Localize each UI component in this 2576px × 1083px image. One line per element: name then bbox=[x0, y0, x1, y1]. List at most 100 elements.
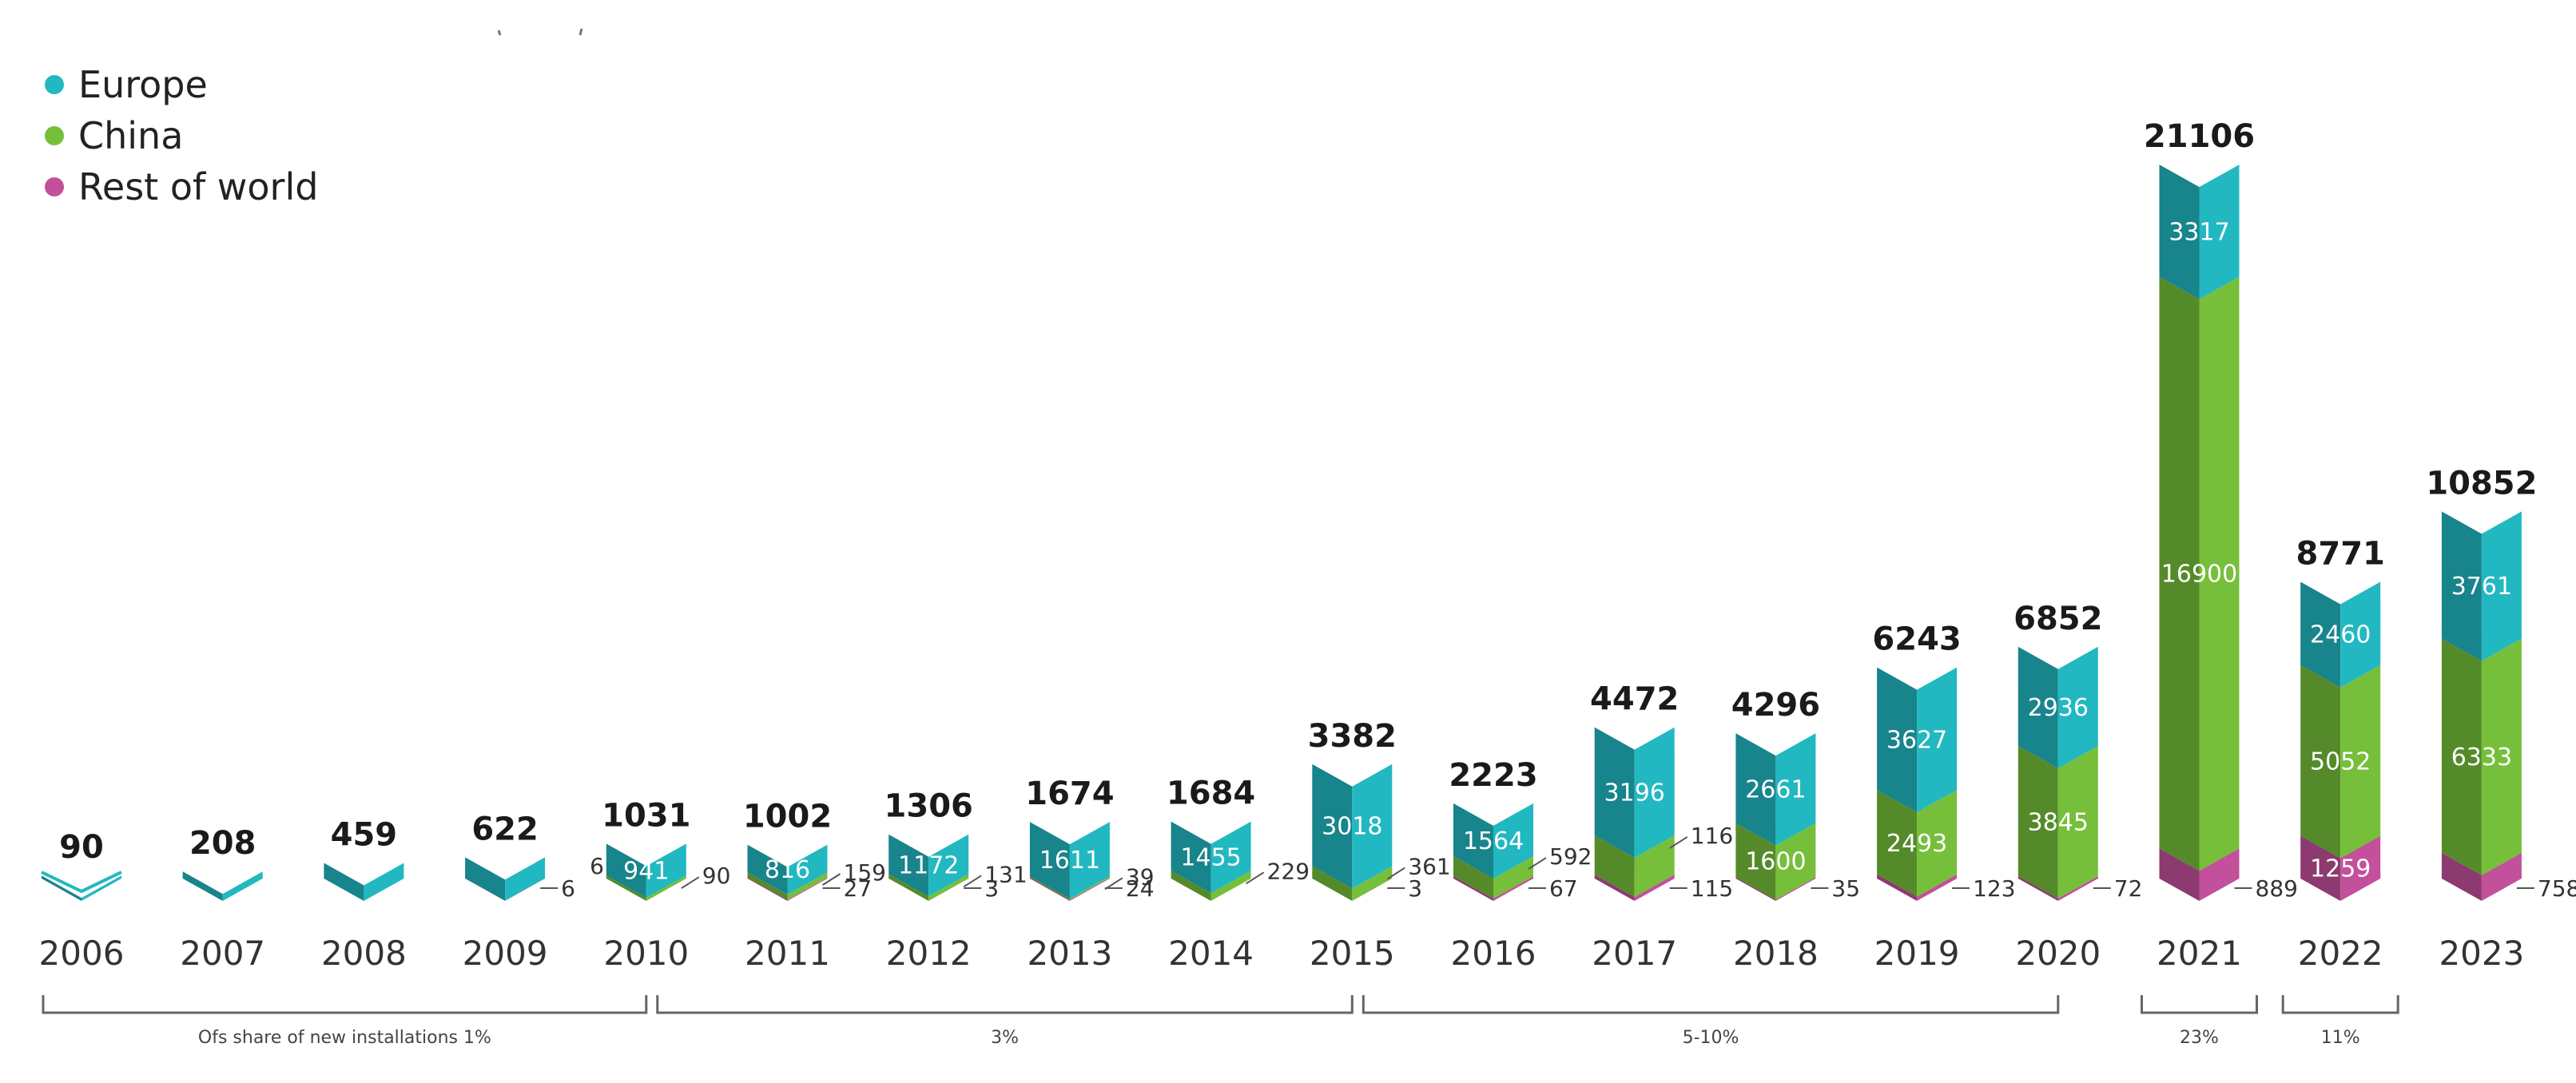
data-label-rest-of-world-2009: 6 bbox=[590, 853, 604, 879]
bar-china-2019-left bbox=[1877, 790, 1918, 897]
bar-china-2010 bbox=[646, 875, 686, 901]
bar-china-2012 bbox=[928, 874, 969, 901]
leader-china-2013 bbox=[1104, 877, 1123, 891]
x-tick-label-2015: 2015 bbox=[1310, 934, 1395, 973]
legend-swatch-europe bbox=[45, 75, 64, 94]
bar-europe-2013 bbox=[1069, 822, 1110, 899]
x-tick-label-2013: 2013 bbox=[1027, 934, 1112, 973]
bar-china-2014 bbox=[1210, 871, 1251, 901]
bar-china-2022-left bbox=[2300, 664, 2341, 859]
data-label-rest-of-world-2012: 3 bbox=[984, 875, 999, 902]
x-tick-label-2014: 2014 bbox=[1168, 934, 1254, 973]
data-label-rest-of-world-2022: 1259 bbox=[2310, 855, 2371, 883]
bar-china-2021-left bbox=[2159, 276, 2200, 871]
bar-europe-2023 bbox=[2481, 511, 2522, 661]
bar-rest-of-world-2015-left bbox=[1312, 878, 1353, 901]
bar-europe-2013-left bbox=[1029, 822, 1070, 899]
data-label-rest-of-world-2023: 758 bbox=[2538, 875, 2576, 902]
bar-rest-of-world-2021-left bbox=[2159, 848, 2200, 901]
data-label-rest-of-world-2018: 35 bbox=[1831, 875, 1860, 902]
x-tick-label-2022: 2022 bbox=[2298, 934, 2383, 973]
bar-china-2016-left bbox=[1453, 856, 1493, 899]
legend-label-rest-of-world: Rest of world bbox=[78, 165, 319, 208]
bar-europe-2020-left bbox=[2017, 646, 2058, 769]
data-label-china-2012: 131 bbox=[984, 861, 1027, 887]
bar-china-2018 bbox=[1775, 823, 1816, 900]
bar-europe-2014-left bbox=[1171, 821, 1211, 894]
bar-china-2023-left bbox=[2441, 638, 2482, 875]
data-label-europe-2019: 3627 bbox=[1886, 726, 1947, 754]
total-label-2021: 21106 bbox=[2144, 118, 2255, 155]
bar-europe-2022-left bbox=[2300, 581, 2341, 688]
data-label-europe-2011: 816 bbox=[765, 856, 810, 884]
bar-rest-of-world-2019 bbox=[1917, 874, 1958, 901]
data-label-china-2015: 361 bbox=[1408, 854, 1450, 880]
bar-rest-of-world-2009-left bbox=[465, 878, 506, 901]
bar-europe-2014 bbox=[1210, 821, 1251, 894]
bar-china-2020 bbox=[2057, 746, 2098, 899]
bar-rest-of-world-2018-left bbox=[1735, 877, 1776, 901]
leader-china-2017 bbox=[1669, 836, 1688, 849]
bar-china-2023 bbox=[2481, 638, 2522, 875]
bar-china-2012-left bbox=[888, 874, 929, 901]
legend: Europe China Rest of world bbox=[45, 59, 318, 212]
x-tick-label-2018: 2018 bbox=[1733, 934, 1819, 973]
data-label-china-2013: 39 bbox=[1126, 863, 1155, 890]
bar-rest-of-world-2016-left bbox=[1453, 876, 1493, 901]
total-label-2010: 1031 bbox=[602, 797, 690, 834]
bar-europe-2007 bbox=[222, 871, 263, 901]
data-label-china-2010: 90 bbox=[702, 863, 731, 889]
data-label-china-2023: 6333 bbox=[2451, 744, 2512, 772]
period-bracket-2 bbox=[1362, 995, 2060, 1014]
total-label-2017: 4472 bbox=[1590, 681, 1679, 718]
bar-europe-2015 bbox=[1352, 764, 1393, 889]
bar-europe-2008-left bbox=[324, 863, 364, 901]
period-label-2: 5-10% bbox=[1683, 1028, 1739, 1048]
bar-rest-of-world-2023 bbox=[2481, 852, 2522, 901]
bar-europe-2010-left bbox=[606, 843, 646, 899]
period-label-1: 3% bbox=[991, 1028, 1019, 1048]
data-label-rest-of-world-2020: 72 bbox=[2114, 875, 2143, 902]
data-label-europe-2017: 3196 bbox=[1604, 779, 1665, 807]
bar-rest-of-world-2022-left bbox=[2300, 835, 2341, 901]
bar-europe-2012 bbox=[928, 834, 969, 897]
bar-rest-of-world-2020-left bbox=[2017, 875, 2058, 901]
x-tick-label-2012: 2012 bbox=[886, 934, 972, 973]
legend-item-china: China bbox=[45, 110, 318, 161]
bar-europe-2016 bbox=[1493, 803, 1533, 879]
bar-europe-2016-left bbox=[1453, 803, 1493, 879]
leader-china-2012 bbox=[963, 875, 982, 888]
bar-europe-2017 bbox=[1634, 727, 1675, 858]
bar-china-2017-left bbox=[1594, 835, 1635, 898]
x-tick-label-2008: 2008 bbox=[321, 934, 407, 973]
bar-china-2013-left bbox=[1029, 876, 1070, 900]
total-label-2013: 1674 bbox=[1025, 776, 1114, 812]
legend-label-europe: Europe bbox=[78, 63, 208, 106]
leader-china-2016 bbox=[1528, 857, 1547, 870]
total-label-2006: 90 bbox=[59, 829, 104, 866]
bar-europe-2009 bbox=[505, 857, 546, 901]
x-tick-label-2006: 2006 bbox=[39, 934, 125, 973]
data-label-europe-2021: 3317 bbox=[2169, 218, 2229, 246]
data-label-europe-2022: 2460 bbox=[2310, 621, 2371, 649]
x-tick-label-2011: 2011 bbox=[745, 934, 830, 973]
data-label-europe-2015: 3018 bbox=[1322, 813, 1382, 841]
x-tick-label-2020: 2020 bbox=[2015, 934, 2101, 973]
data-label-china-2019: 2493 bbox=[1886, 830, 1947, 858]
bar-rest-of-world-2013 bbox=[1069, 877, 1110, 901]
data-label-europe-2012: 1172 bbox=[898, 852, 959, 880]
data-label-europe-2016: 1564 bbox=[1463, 827, 1524, 855]
data-label-rest-of-world-2015: 3 bbox=[1408, 875, 1422, 902]
bar-europe-2022 bbox=[2340, 581, 2381, 688]
bar-rest-of-world-2019-left bbox=[1877, 874, 1918, 901]
bar-europe-2008 bbox=[364, 863, 404, 901]
legend-item-europe: Europe bbox=[45, 59, 318, 110]
total-label-2018: 4296 bbox=[1731, 687, 1820, 724]
bar-rest-of-world-2018 bbox=[1775, 877, 1816, 901]
bar-china-2011 bbox=[787, 872, 828, 900]
bar-china-2014-left bbox=[1171, 871, 1211, 901]
leader-china-2015 bbox=[1386, 867, 1405, 880]
bar-europe-2023-left bbox=[2441, 511, 2482, 661]
bar-europe-2006-left bbox=[42, 875, 81, 901]
